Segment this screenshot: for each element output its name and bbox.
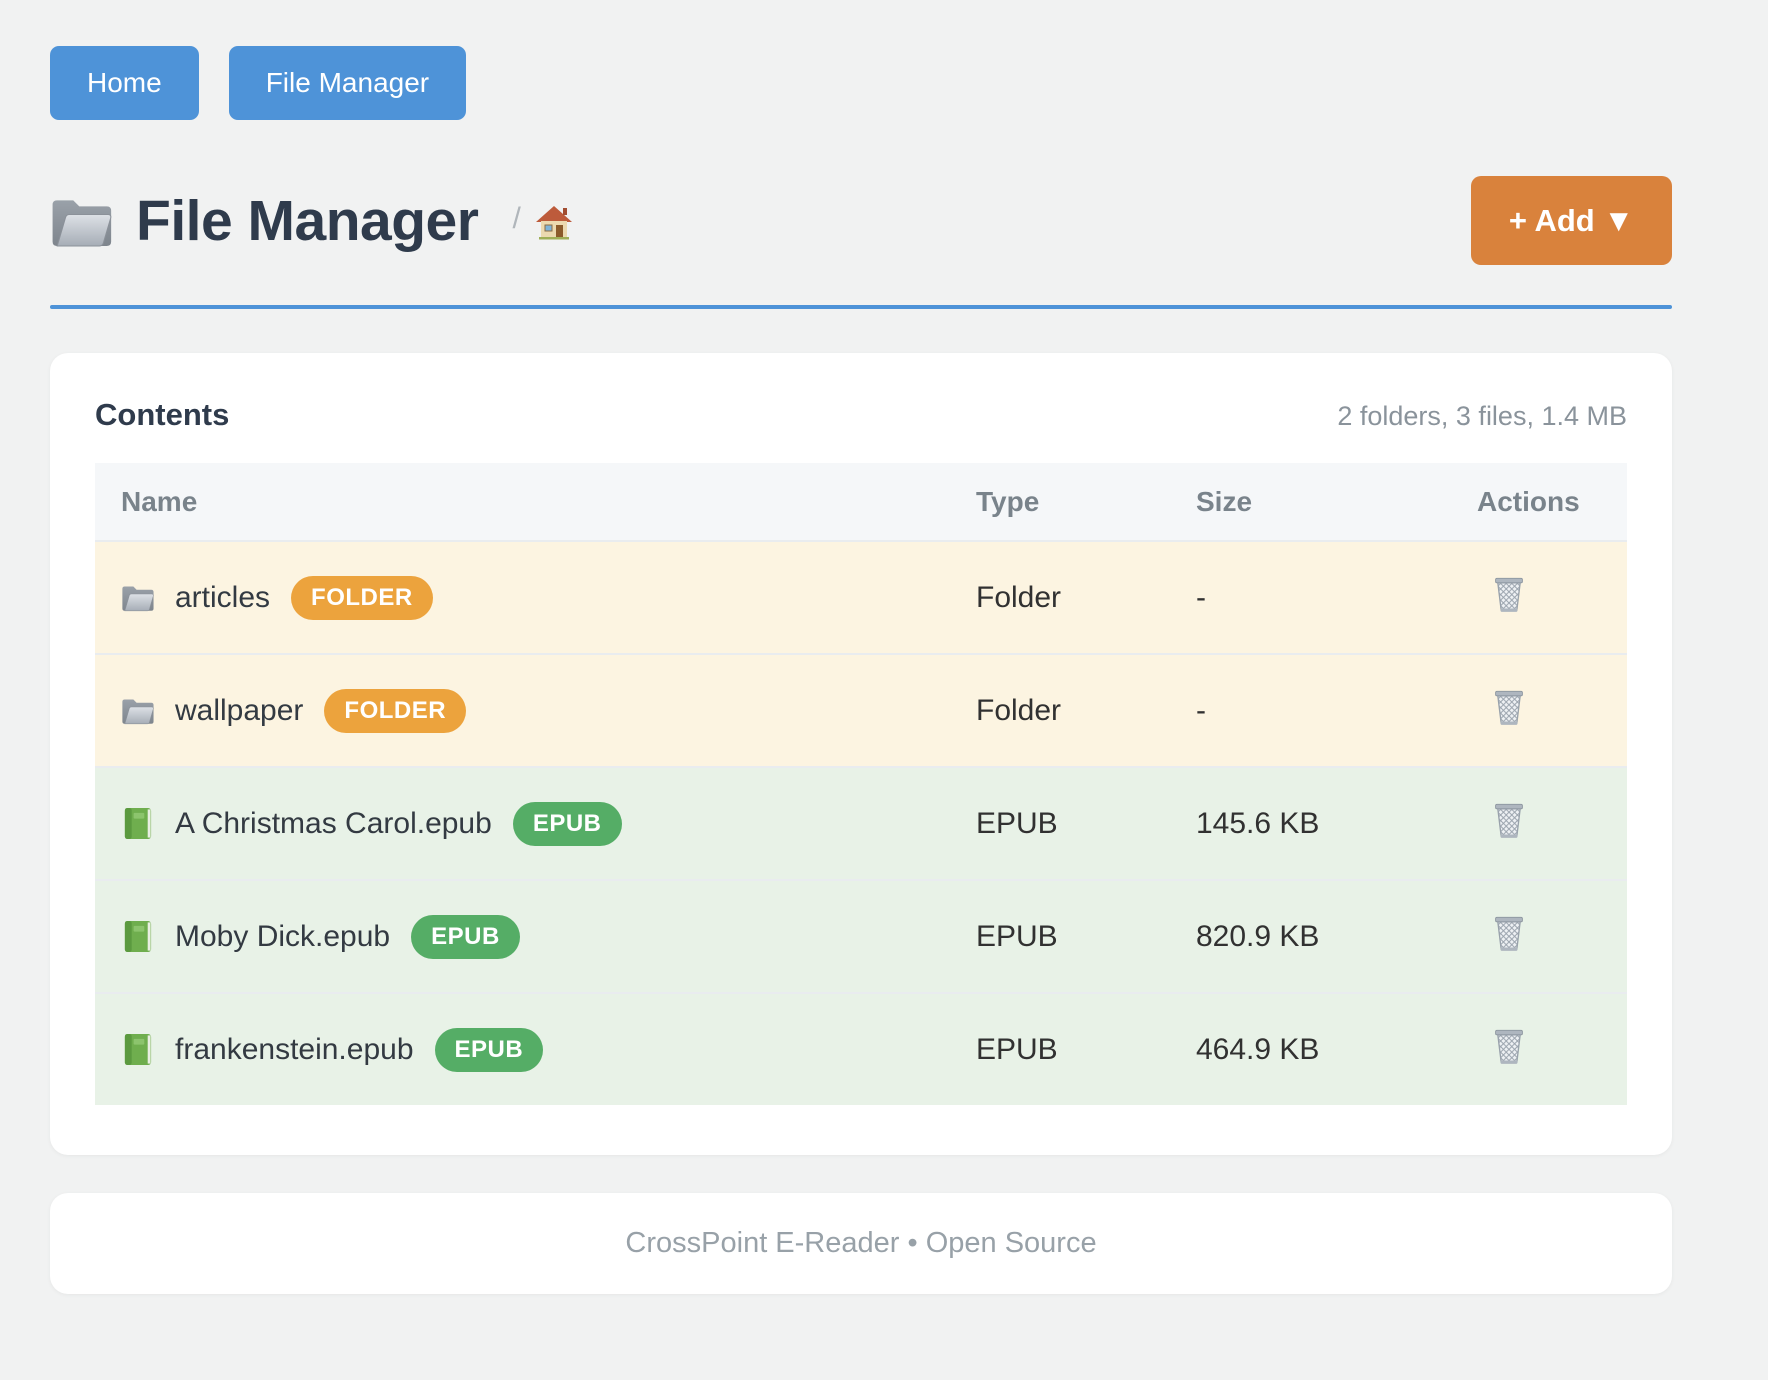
- table-body: articles FOLDER Folder - wallpaper: [95, 540, 1627, 1105]
- folder-badge: FOLDER: [324, 688, 467, 733]
- delete-button[interactable]: [1491, 688, 1527, 726]
- type-cell: Folder: [976, 580, 1062, 614]
- folder-name[interactable]: wallpaper: [175, 693, 304, 727]
- file-name[interactable]: Moby Dick.epub: [175, 919, 391, 953]
- house-icon[interactable]: [535, 204, 573, 240]
- title-group: File Manager /: [50, 188, 573, 254]
- file-manager-button[interactable]: File Manager: [228, 46, 467, 120]
- file-manager-page: Home File Manager File Manager / + Add ▼…: [50, 46, 1672, 1294]
- type-cell: Folder: [976, 693, 1062, 727]
- top-nav: Home File Manager: [50, 46, 1672, 120]
- folder-name[interactable]: articles: [175, 580, 271, 614]
- green-book-icon: [121, 920, 154, 953]
- table-header-row: Name Type Size Actions: [95, 463, 1627, 540]
- contents-card-header: Contents 2 folders, 3 files, 1.4 MB: [95, 397, 1627, 433]
- breadcrumb: /: [512, 202, 572, 240]
- size-cell: 820.9 KB: [1196, 919, 1320, 953]
- folder-icon: [50, 194, 112, 248]
- table-row: wallpaper FOLDER Folder -: [95, 653, 1627, 766]
- trash-icon: [1491, 801, 1527, 839]
- delete-button[interactable]: [1491, 914, 1527, 952]
- size-cell: -: [1196, 580, 1206, 614]
- delete-button[interactable]: [1491, 575, 1527, 613]
- column-header-size: Size: [1196, 485, 1253, 517]
- add-button[interactable]: + Add ▼: [1470, 176, 1672, 265]
- footer-card: CrossPoint E-Reader • Open Source: [50, 1193, 1672, 1294]
- page-header: File Manager / + Add ▼: [50, 176, 1672, 265]
- green-book-icon: [121, 807, 154, 840]
- table-row: A Christmas Carol.epub EPUB EPUB 145.6 K…: [95, 766, 1627, 879]
- table-row: frankenstein.epub EPUB EPUB 464.9 KB: [95, 992, 1627, 1105]
- file-name[interactable]: frankenstein.epub: [175, 1032, 414, 1066]
- breadcrumb-separator: /: [512, 201, 521, 235]
- table-row: articles FOLDER Folder -: [95, 540, 1627, 653]
- size-cell: -: [1196, 693, 1206, 727]
- column-header-name: Name: [121, 485, 198, 517]
- file-name[interactable]: A Christmas Carol.epub: [175, 806, 492, 840]
- contents-summary: 2 folders, 3 files, 1.4 MB: [1337, 401, 1627, 431]
- file-table: Name Type Size Actions articles FOLDER F…: [95, 463, 1627, 1105]
- epub-badge: EPUB: [411, 914, 520, 959]
- folder-icon: [121, 694, 154, 727]
- size-cell: 464.9 KB: [1196, 1032, 1320, 1066]
- column-header-type: Type: [976, 485, 1040, 517]
- home-button[interactable]: Home: [50, 46, 199, 120]
- epub-badge: EPUB: [512, 801, 622, 846]
- contents-title: Contents: [95, 397, 230, 432]
- header-divider: [50, 305, 1672, 309]
- type-cell: EPUB: [976, 806, 1058, 840]
- type-cell: EPUB: [976, 919, 1058, 953]
- delete-button[interactable]: [1491, 1027, 1527, 1065]
- type-cell: EPUB: [976, 1032, 1058, 1066]
- trash-icon: [1491, 1027, 1527, 1065]
- page-title: File Manager: [136, 188, 479, 253]
- contents-card: Contents 2 folders, 3 files, 1.4 MB Name…: [50, 353, 1672, 1155]
- trash-icon: [1491, 688, 1527, 726]
- folder-icon: [121, 581, 154, 614]
- column-header-actions: Actions: [1477, 485, 1580, 517]
- trash-icon: [1491, 575, 1527, 613]
- folder-badge: FOLDER: [291, 575, 433, 620]
- size-cell: 145.6 KB: [1196, 806, 1320, 840]
- delete-button[interactable]: [1491, 801, 1527, 839]
- green-book-icon: [121, 1033, 154, 1066]
- table-row: Moby Dick.epub EPUB EPUB 820.9 KB: [95, 879, 1627, 992]
- trash-icon: [1491, 914, 1527, 952]
- epub-badge: EPUB: [434, 1027, 544, 1072]
- footer-text: CrossPoint E-Reader • Open Source: [625, 1227, 1097, 1259]
